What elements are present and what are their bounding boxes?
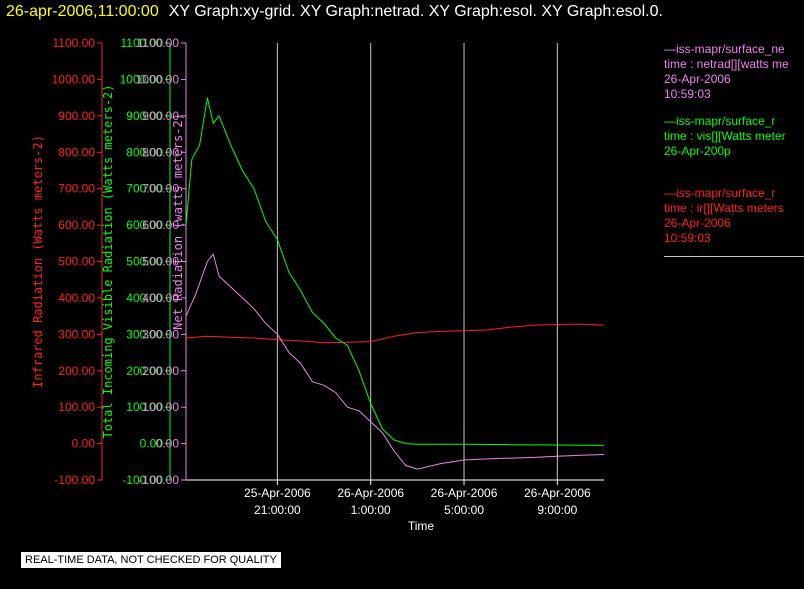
y-tick-label-vis: 0.00 [140,437,164,451]
series-line-vis [185,97,605,446]
y-tick-label-net: 300.00 [142,327,179,341]
legend-text: —iss-mapr/surface_ne [664,42,785,56]
x-tick-label: 5:00:00 [444,503,484,517]
y-tick-label-ir: 800.00 [58,145,95,159]
legend-text: 26-Apr-2006 [664,216,731,230]
y-tick-label-vis: 800.00 [126,145,163,159]
legend-text: —iss-mapr/surface_r [664,114,776,128]
y-tick-label-net: 500.00 [142,255,179,269]
series-line-ir [185,323,605,344]
y-tick-label-vis: 200.00 [126,364,163,378]
y-tick-label-ir: -100.00 [54,473,95,487]
legend-divider [664,256,804,257]
legend-text: time : ir[][Watts meters [664,201,784,215]
title-bar: 26-apr-2006,11:00:00 XY Graph:xy-grid. XY… [6,3,663,21]
y-tick-label-ir: 1000.00 [52,72,96,86]
y-tick-label-vis: 900.00 [126,109,163,123]
y-tick-label-vis: -100.00 [122,473,163,487]
legend-text [664,159,786,174]
y-tick-label-net: 700.00 [142,182,179,196]
y-tick-label-net: -100.00 [138,473,179,487]
x-tick-label: 9:00:00 [537,503,577,517]
legend-entry-ir: —iss-mapr/surface_r time : ir[][Watts met… [664,186,784,246]
y-tick-label-vis: 100.00 [126,400,163,414]
legend-text: 26-Apr-200p [664,144,731,158]
y-axis-label-ir: Infrared Radiation (Watts meters-2) [31,135,45,388]
y-tick-label-vis: 1100.00 [121,36,164,50]
y-tick-label-vis: 700.00 [126,182,163,196]
y-tick-label-net: 400.00 [142,291,179,305]
x-tick-label: 1:00:00 [351,503,391,517]
x-tick-label: 26-Apr-2006 [337,486,404,500]
x-tick-label: 26-Apr-2006 [524,486,591,500]
y-tick-label-vis: 1000.00 [120,72,164,86]
y-tick-label-ir: 500.00 [58,255,95,269]
y-tick-label-ir: 300.00 [58,327,95,341]
y-tick-label-ir: 700.00 [58,182,95,196]
quality-disclaimer: REAL-TIME DATA, NOT CHECKED FOR QUALITY [20,551,282,569]
y-tick-label-net: 800.00 [142,145,179,159]
legend-text: time : netrad[][watts me [664,57,789,71]
y-tick-label-net: 1100.00 [137,36,180,50]
legend-text: 26-Apr-2006 [664,72,731,86]
x-tick-label: 21:00:00 [254,503,301,517]
y-tick-label-vis: 300.00 [126,327,163,341]
y-tick-label-vis: 500.00 [126,255,163,269]
y-tick-label-vis: 600.00 [126,218,163,232]
y-tick-label-ir: 600.00 [58,218,95,232]
current-datetime: 26-apr-2006,11:00:00 [6,3,159,20]
x-tick-label: 26-Apr-2006 [431,486,498,500]
legend-text: time : vis[][Watts meter [664,129,786,143]
series-line-net [185,253,605,470]
legend-text: 10:59:03 [664,87,711,101]
y-tick-label-net: 600.00 [142,218,179,232]
y-tick-label-ir: 400.00 [58,291,95,305]
y-tick-label-vis: 400.00 [126,291,163,305]
y-tick-label-ir: 900.00 [58,109,95,123]
y-tick-label-net: 1000.00 [136,72,180,86]
y-tick-label-net: 100.00 [142,400,179,414]
graph-list: XY Graph:xy-grid. XY Graph:netrad. XY Gr… [168,3,663,20]
y-tick-label-ir: 0.00 [72,437,96,451]
y-axis-label-net: Net Radiation (watts meters-2) [171,113,185,330]
legend-entry-net: —iss-mapr/surface_ne time : netrad[][watt… [664,42,789,102]
legend-text: 10:59:03 [664,231,711,245]
y-axis-label-vis: Total Incoming Visible Radiation (Watts … [101,84,115,438]
y-tick-label-net: 200.00 [142,364,179,378]
y-tick-label-ir: 100.00 [58,400,95,414]
x-axis-label: Time [408,519,435,533]
legend-text: —iss-mapr/surface_r [664,186,776,200]
y-tick-label-net: 0.00 [156,437,180,451]
x-tick-label: 25-Apr-2006 [244,486,311,500]
y-tick-label-ir: 1100.00 [53,36,96,50]
y-tick-label-net: 900.00 [142,109,179,123]
y-tick-label-ir: 200.00 [58,364,95,378]
legend-entry-vis: —iss-mapr/surface_r time : vis[][Watts me… [664,114,786,174]
